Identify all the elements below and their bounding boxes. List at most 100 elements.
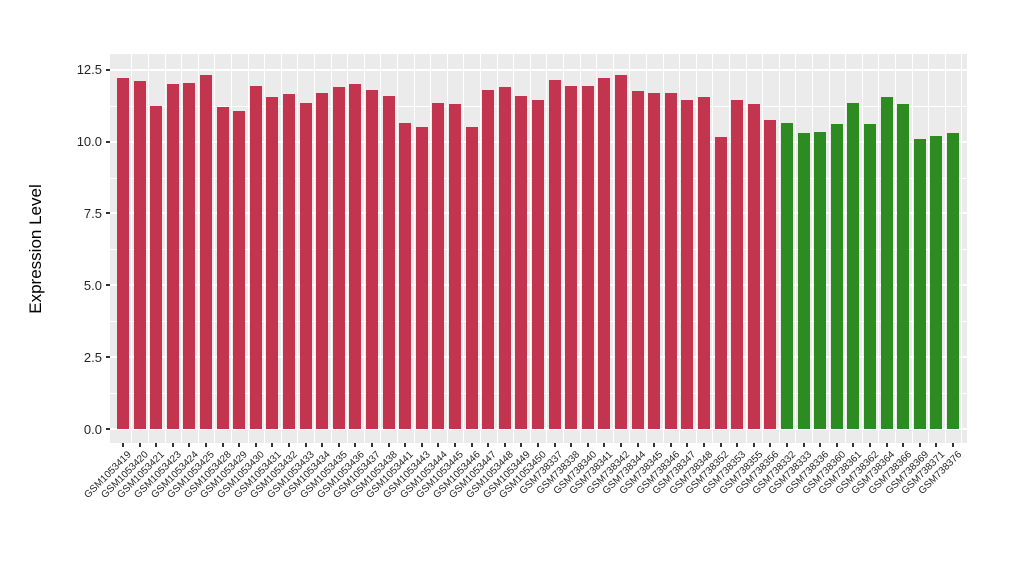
x-tick-mark: [636, 443, 639, 447]
x-tick-mark: [321, 443, 324, 447]
bar: [747, 104, 760, 429]
gridline-vertical: [347, 54, 349, 443]
bar: [432, 102, 445, 429]
bar: [664, 92, 677, 429]
bar: [731, 99, 744, 429]
x-tick-mark: [586, 443, 589, 447]
gridline-vertical: [845, 54, 847, 443]
gridline-vertical: [762, 54, 764, 443]
gridline-vertical: [728, 54, 730, 443]
bar: [482, 89, 495, 429]
bar: [283, 94, 295, 429]
gridline-vertical: [679, 54, 681, 443]
x-tick-mark: [553, 443, 556, 447]
y-tick-mark: [106, 284, 110, 287]
y-tick-label: 7.5: [83, 205, 102, 221]
x-tick-mark: [304, 443, 307, 447]
bar: [830, 124, 843, 429]
x-tick-mark: [752, 443, 755, 447]
gridline-vertical: [562, 54, 564, 443]
gridline-vertical: [546, 54, 548, 443]
x-tick-mark: [171, 443, 174, 447]
bar: [133, 81, 146, 429]
bar: [648, 92, 661, 429]
gridline-vertical: [579, 54, 581, 443]
gridline-vertical: [147, 54, 149, 443]
x-tick-mark: [404, 443, 407, 447]
x-tick-mark: [354, 443, 357, 447]
gridline-vertical: [928, 54, 930, 443]
gridline-vertical: [131, 54, 133, 443]
x-tick-mark: [885, 443, 888, 447]
bar: [930, 135, 943, 429]
x-tick-mark: [470, 443, 473, 447]
gridline-vertical: [911, 54, 913, 443]
x-tick-mark: [603, 443, 606, 447]
gridline-vertical: [695, 54, 697, 443]
bar: [233, 111, 246, 429]
bar: [598, 78, 611, 429]
bar: [216, 107, 229, 429]
x-tick-mark: [686, 443, 689, 447]
gridline-vertical: [363, 54, 365, 443]
bar: [515, 95, 528, 429]
x-tick-mark: [869, 443, 871, 447]
bar: [366, 89, 378, 429]
gridline-vertical: [280, 54, 282, 443]
gridline-vertical: [247, 54, 249, 443]
gridline-vertical: [662, 54, 664, 443]
gridline-vertical: [330, 54, 332, 443]
x-tick-mark: [437, 443, 440, 447]
x-tick-mark: [271, 443, 274, 447]
x-tick-mark: [786, 443, 788, 447]
bar: [399, 122, 412, 429]
gridline-vertical: [297, 54, 299, 443]
gridline-vertical: [795, 54, 797, 443]
x-tick-mark: [769, 443, 772, 447]
gridline-vertical: [496, 54, 498, 443]
gridline-vertical: [479, 54, 481, 443]
bar: [714, 137, 727, 429]
bar: [947, 132, 959, 429]
bar: [615, 75, 627, 429]
bar: [117, 78, 129, 429]
gridline-vertical: [181, 54, 183, 443]
gridline-vertical: [712, 54, 714, 443]
x-tick-mark: [155, 443, 158, 447]
bar: [781, 122, 793, 429]
gridline-vertical: [313, 54, 315, 443]
y-tick-label: 12.5: [76, 62, 102, 78]
bar: [548, 79, 561, 429]
y-tick-mark: [106, 68, 110, 71]
x-tick-mark: [337, 443, 340, 447]
bar: [897, 104, 910, 429]
bar: [166, 84, 179, 429]
x-tick-mark: [205, 443, 207, 447]
x-tick-mark: [520, 443, 523, 447]
x-tick-mark: [902, 443, 905, 447]
gridline-vertical: [894, 54, 896, 443]
x-tick-mark: [122, 443, 124, 447]
y-axis-title: Expression Level: [26, 183, 45, 314]
bar: [532, 99, 544, 429]
x-tick-mark: [537, 443, 539, 447]
bar: [681, 99, 694, 429]
x-tick-mark: [420, 443, 423, 447]
gridline-vertical: [430, 54, 432, 443]
gridline-vertical: [214, 54, 216, 443]
y-tick-label: 10.0: [76, 134, 102, 150]
x-tick-mark: [454, 443, 456, 447]
bar: [880, 97, 893, 429]
gridline-vertical: [197, 54, 199, 443]
x-tick-mark: [188, 443, 191, 447]
bar: [814, 131, 827, 429]
bar: [797, 132, 810, 429]
bar: [864, 124, 876, 429]
x-tick-mark: [852, 443, 855, 447]
gridline-vertical: [629, 54, 631, 443]
gridline-vertical: [596, 54, 598, 443]
bar: [150, 105, 163, 429]
gridline-vertical: [463, 54, 465, 443]
x-tick-mark: [570, 443, 573, 447]
y-tick-mark: [106, 428, 110, 430]
